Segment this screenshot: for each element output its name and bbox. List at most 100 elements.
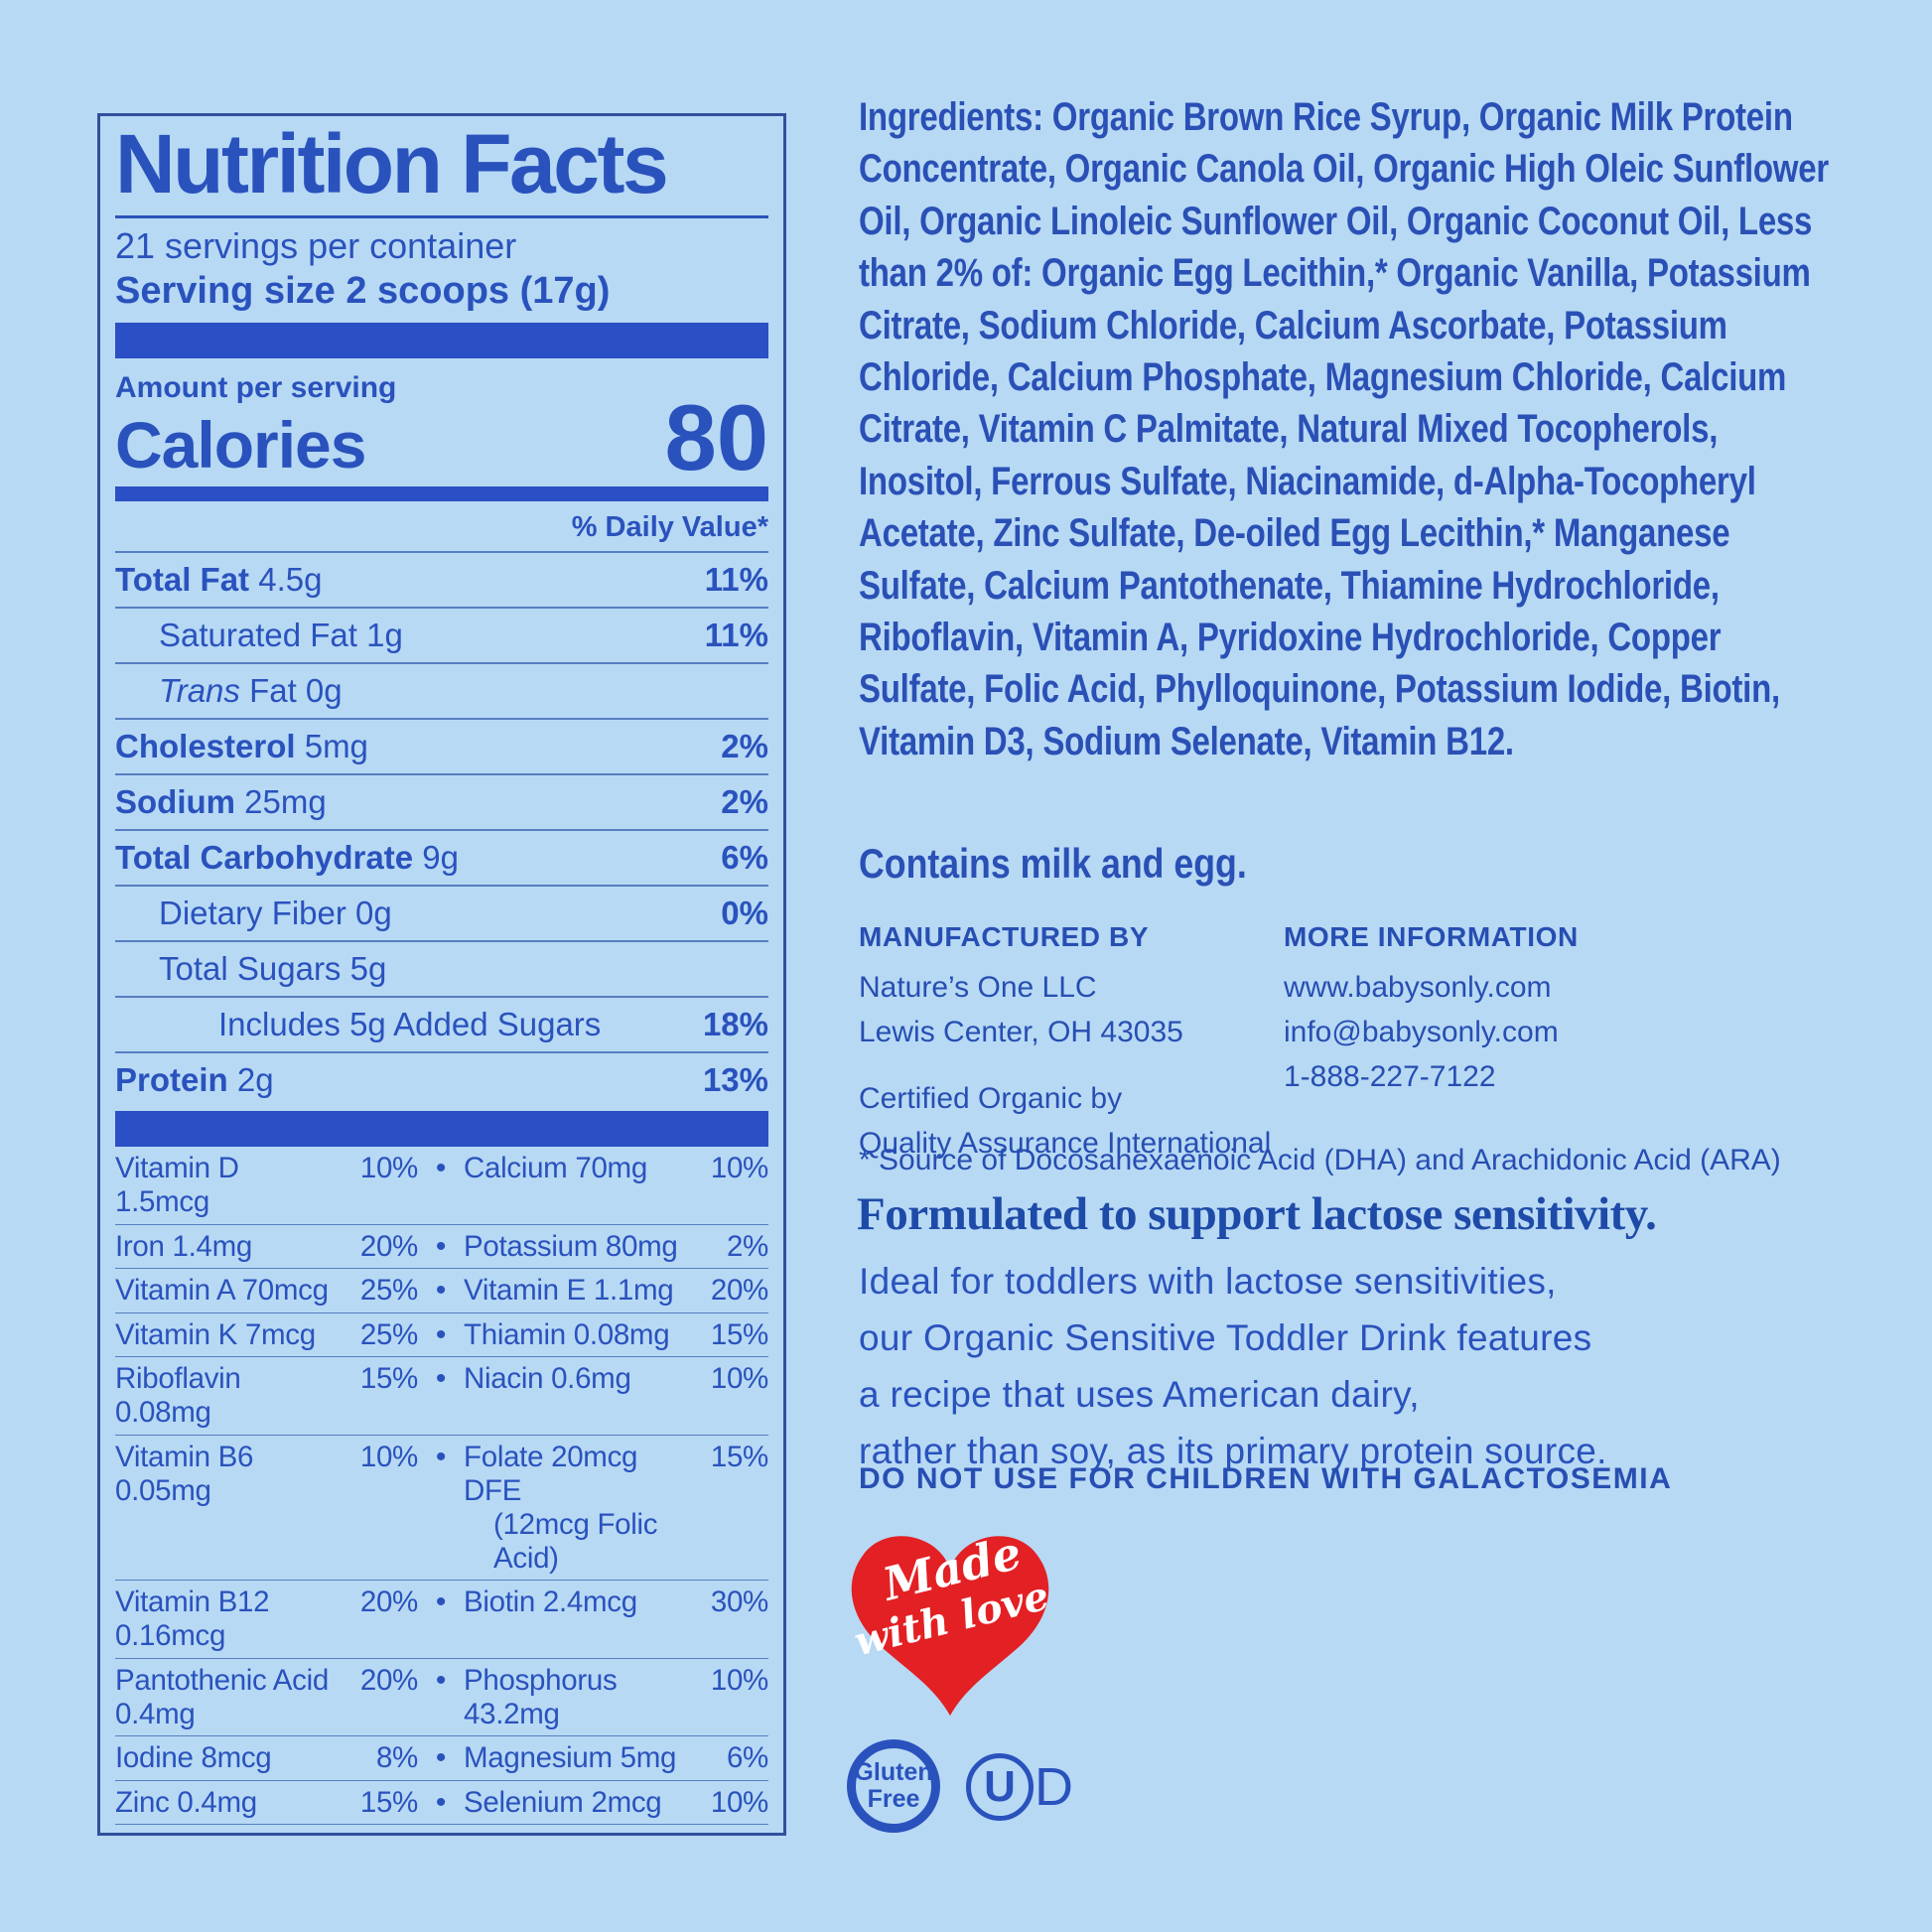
micronutrient-left-percent: 20% [359,1586,418,1619]
micronutrient-right-percent: 10% [710,1785,768,1819]
nutrition-facts-title: Nutrition Facts [115,121,768,218]
micronutrient-right-label: Folate 20mcg DFE (12mcg Folic Acid) [464,1441,685,1576]
serving-size: Serving size 2 scoops (17g) [115,269,611,312]
micronutrient-row: Vitamin A 70mcg 25% • Vitamin E 1.1mg 20% [115,1269,768,1313]
micronutrient-left-label: Vitamin K 7mcg [115,1317,316,1351]
ingredients-paragraph: Ingredients: Organic Brown Rice Syrup, O… [859,95,1829,763]
manufacturer-name: Nature’s One LLC [859,971,1097,1004]
nutrient-label: Saturated Fat 1g [159,617,403,654]
micronutrient-rows: Vitamin D 1.5mcg 10% • Calcium 70mg 10% Iron … [115,1147,768,1833]
nutrient-daily-value: 6% [721,839,768,877]
allergen-statement: Contains milk and egg. [859,840,1247,887]
calories-row: Calories 80 [115,384,768,489]
micronutrient-left-percent: 20% [337,1830,418,1833]
daily-value-header: % Daily Value* [115,501,768,554]
micronutrient-left-percent: 10% [359,1152,418,1185]
micronutrient-right-label: Vitamin E 1.1mg [464,1274,674,1308]
kosher-oud-badge-icon: U D [966,1753,1073,1821]
nutrient-label: Trans Fat 0g [159,672,343,710]
nutrient-row: Sodium 25mg 2% [115,775,768,832]
calories-label: Calories [115,407,366,482]
nutrient-label: Total Fat 4.5g [115,561,323,599]
micronutrient-row: Copper 0.06mg20%•Manganese 0.01mg2% [115,1825,768,1833]
nutrient-daily-value: 13% [702,1061,768,1099]
micronutrient-right-percent: 10% [710,1152,768,1185]
micronutrient-right-percent: 30% [710,1586,768,1619]
nutrient-label: Cholesterol 5mg [115,728,368,765]
body-line: our Organic Sensitive Toddler Drink feat… [859,1317,1592,1358]
nutrient-row: Total Fat 4.5g 11% [115,553,768,610]
micronutrient-right-label: Calcium 70mg [464,1152,647,1185]
micronutrient-left-percent: 20% [359,1229,418,1263]
gluten-free-line1: Gluten [854,1758,933,1786]
micronutrient-right-label: Thiamin 0.08mg [464,1317,670,1351]
bullet-separator: • [435,1229,447,1263]
galactosemia-warning: DO NOT USE FOR CHILDREN WITH GALACTOSEMI… [859,1462,1673,1495]
micronutrient-left-label: Zinc 0.4mg [115,1785,257,1819]
nutrient-daily-value: 18% [702,1006,768,1043]
micronutrient-right-label: Phosphorus 43.2mg [464,1663,618,1730]
more-information-block: MORE INFORMATION www.babysonly.com info@… [1284,921,1701,1099]
bullet-separator: • [435,1785,447,1819]
nutrient-label: Includes 5g Added Sugars [218,1006,602,1043]
micronutrient-row: Vitamin B12 0.16mcg 20% • Biotin 2.4mcg 30% [115,1581,768,1659]
micronutrient-row: Riboflavin 0.08mg 15% • Niacin 0.6mg 10% [115,1357,768,1436]
nutrient-daily-value: 0% [721,895,768,932]
micronutrient-right-label: Manganese 0.01mg [464,1830,685,1833]
calories-value: 80 [664,384,768,489]
micronutrient-row: Pantothenic Acid 0.4mg 20% • Phosphorus 43.… [115,1659,768,1737]
bullet-separator: • [435,1274,447,1308]
micronutrient-right-label: Magnesium 5mg [464,1741,677,1775]
kosher-d: D [1035,1757,1073,1817]
dha-ara-source-note: * Source of Docosahexaenoic Acid (DHA) a… [859,1144,1781,1176]
micronutrient-left-label: Riboflavin 0.08mg [115,1362,241,1430]
micronutrient-right-label: Niacin 0.6mg [464,1362,631,1396]
nutrient-row: Total Sugars 5g [115,942,768,999]
website-link: www.babysonly.com [1284,971,1552,1004]
gluten-free-badge-icon: Gluten Free [847,1739,940,1833]
nutrient-row: Includes 5g Added Sugars 18% [115,998,768,1054]
nutrient-label: Total Sugars 5g [159,950,387,988]
kosher-circle-u: U [966,1753,1034,1821]
email-link: info@babysonly.com [1284,1016,1559,1048]
micronutrient-right-percent: 15% [710,1440,768,1473]
divider-bar-thick-2 [115,1111,768,1148]
nutrient-row: Total Carbohydrate 9g 6% [115,831,768,888]
nutrient-label: Protein 2g [115,1061,274,1099]
nutrient-label: Total Carbohydrate 9g [115,839,459,877]
micronutrient-right-label: Selenium 2mcg [464,1785,662,1819]
body-line: Ideal for toddlers with lactose sensitiv… [859,1261,1557,1302]
nutrient-label: Dietary Fiber 0g [159,895,392,932]
certified-organic-line1: Certified Organic by [859,1082,1123,1115]
bullet-separator: • [435,1317,447,1351]
bullet-separator: • [435,1440,447,1473]
amount-per-serving-label: Amount per serving [115,370,397,404]
made-with-love-heart-icon: Made with love [850,1525,1053,1717]
micronutrient-left-label: Iodine 8mcg [115,1741,272,1775]
micronutrient-left-percent: 25% [359,1317,418,1351]
micronutrient-right-sublabel: (12mcg Folic Acid) [493,1507,658,1575]
nutrient-row: Dietary Fiber 0g 0% [115,887,768,943]
manufacturer-address: Lewis Center, OH 43035 [859,1016,1183,1048]
micronutrient-left-percent: 15% [359,1785,418,1819]
lactose-sensitivity-headline: Formulated to support lactose sensitivit… [857,1188,1657,1240]
more-information-heading: MORE INFORMATION [1284,921,1579,952]
micronutrient-row: Vitamin B6 0.05mg 10% • Folate 20mcg DFE (12… [115,1436,768,1582]
divider-bar-medium [115,486,768,502]
micronutrient-row: Vitamin K 7mcg 25% • Thiamin 0.08mg 15% [115,1313,768,1358]
micronutrient-right-label: Potassium 80mg [464,1229,678,1263]
nutrient-daily-value: 11% [704,561,768,599]
micronutrient-right-percent: 10% [710,1362,768,1396]
micronutrient-left-percent: 10% [359,1440,418,1473]
divider-bar-thick [115,322,768,358]
manufactured-by-block: MANUFACTURED BY Nature’s One LLC Lewis C… [859,921,1276,1166]
micronutrient-left-label: Vitamin A 70mcg [115,1274,329,1308]
bullet-separator: • [435,1362,447,1396]
micronutrient-left-label: Copper 0.06mg [115,1830,337,1833]
nutrition-facts-panel: Nutrition Facts 21 servings per containe… [97,113,786,1836]
micronutrient-row: Zinc 0.4mg 15% • Selenium 2mcg 10% [115,1781,768,1826]
nutrient-row: Cholesterol 5mg 2% [115,720,768,776]
micronutrient-left-label: Vitamin D 1.5mcg [115,1152,239,1219]
lactose-sensitivity-body: Ideal for toddlers with lactose sensitiv… [859,1253,1832,1479]
